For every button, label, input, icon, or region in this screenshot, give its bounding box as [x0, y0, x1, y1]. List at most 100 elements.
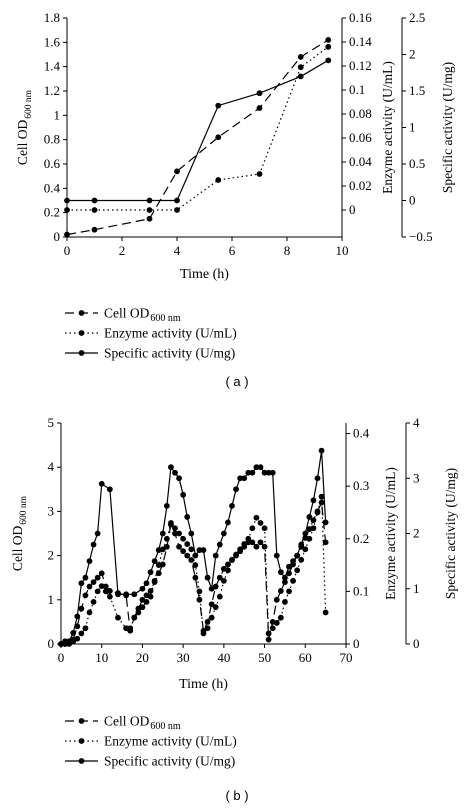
data-point: [325, 37, 332, 43]
data-point: [277, 614, 284, 621]
x-tick-label: 8: [284, 243, 291, 258]
data-point: [306, 535, 313, 542]
data-point: [282, 574, 288, 581]
data-point: [237, 546, 244, 553]
y-tick-label-spec: 0.5: [409, 156, 425, 171]
data-point: [147, 569, 154, 576]
data-point: [188, 546, 195, 553]
y-tick-label-od: 0: [54, 229, 61, 244]
data-point: [98, 583, 105, 590]
data-point: [86, 558, 93, 565]
data-point: [86, 583, 93, 590]
data-point: [102, 588, 109, 595]
y-tick-label-spec: 2: [413, 526, 420, 541]
y-tick-label-od: 0.8: [44, 132, 60, 147]
y-tick-label-od: 5: [48, 415, 55, 430]
x-tick-label: 0: [64, 243, 71, 258]
data-point: [146, 197, 153, 204]
data-point: [94, 588, 101, 595]
data-point: [196, 547, 203, 553]
data-point: [249, 539, 256, 546]
y-tick-label-spec: 1: [409, 120, 416, 135]
data-point: [273, 596, 280, 603]
y-tick-label-od: 1: [48, 592, 55, 607]
data-point: [86, 609, 93, 616]
data-point: [256, 90, 263, 97]
data-point: [306, 514, 313, 520]
data-point: [62, 638, 68, 645]
data-point: [184, 541, 191, 547]
y-axis-title-enz: Enzyme activity (U/mL): [380, 61, 395, 194]
legend-label-main: Cell OD: [104, 714, 150, 729]
data-point: [174, 168, 180, 175]
data-point: [176, 543, 182, 550]
y-tick-label-enz: 0: [349, 202, 356, 217]
x-tick-label: 0: [58, 650, 65, 665]
panel-caption: ( a ): [225, 374, 248, 389]
data-point: [257, 520, 264, 526]
data-point: [325, 57, 332, 64]
data-point: [302, 546, 309, 553]
data-point: [208, 614, 215, 621]
y-tick-label-spec: 2: [409, 47, 416, 62]
x-tick-label: 6: [229, 243, 236, 258]
data-point: [188, 530, 195, 537]
data-point: [155, 547, 162, 553]
data-point: [94, 574, 101, 581]
x-tick-label: 60: [299, 650, 312, 665]
data-point: [216, 541, 223, 548]
y-axis-title-sub: 600 nm: [24, 89, 34, 118]
data-point: [257, 539, 264, 546]
y-tick-label-enz: 0.16: [349, 10, 372, 25]
x-tick-label: 4: [174, 243, 181, 258]
legend-entry-0: Cell OD600 nm: [65, 714, 181, 732]
y-tick-label-enz: 0.1: [353, 583, 369, 598]
data-point: [200, 630, 207, 637]
y-tick-label-enz: 0.4: [353, 426, 370, 441]
data-point: [204, 574, 211, 581]
data-point: [58, 641, 64, 647]
data-point: [249, 525, 256, 532]
data-point: [265, 469, 272, 476]
data-point: [159, 530, 166, 537]
y-axis-title-sub: 600 nm: [19, 495, 29, 524]
data-point: [314, 475, 321, 482]
data-point: [131, 614, 138, 621]
series-2: [64, 57, 332, 204]
legend-entry-1: Enzyme activity (U/mL): [65, 326, 237, 341]
data-point: [172, 525, 178, 532]
data-point: [106, 593, 113, 600]
data-point: [318, 493, 325, 500]
data-point: [139, 585, 146, 592]
data-point: [131, 591, 138, 598]
data-point: [294, 552, 301, 559]
legend-marker: [78, 330, 85, 336]
y-tick-label-od: 1: [54, 107, 61, 122]
y-axis-title-main: Cell OD: [15, 119, 30, 165]
data-point: [196, 588, 203, 595]
data-point: [297, 73, 304, 80]
data-point: [233, 551, 239, 558]
panel-caption: ( b ): [225, 788, 248, 803]
data-point: [290, 558, 296, 565]
data-point: [233, 486, 239, 493]
data-point: [322, 519, 329, 526]
data-point: [310, 525, 317, 532]
data-point: [322, 539, 329, 546]
data-point: [115, 614, 121, 621]
data-point: [220, 530, 227, 537]
data-point: [269, 625, 276, 632]
data-point: [286, 588, 292, 595]
data-point: [123, 591, 130, 598]
series-line-1: [67, 46, 329, 211]
data-point: [318, 499, 325, 506]
y-tick-label-od: 3: [48, 503, 55, 518]
data-point: [245, 469, 252, 476]
data-point: [261, 525, 268, 532]
y-axis-title-od: Cell OD600 nm: [15, 89, 34, 165]
data-point: [253, 543, 260, 550]
series-0: [64, 37, 332, 238]
y-tick-label-enz: 0.3: [353, 478, 369, 493]
